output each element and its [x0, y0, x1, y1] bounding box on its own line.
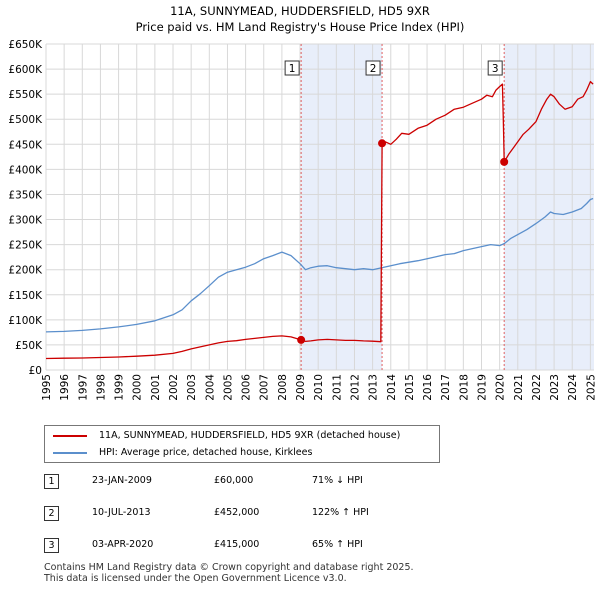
y-tick-label: £400K: [8, 164, 43, 176]
series-line: [45, 80, 594, 360]
x-tick-label: 1997: [77, 374, 89, 401]
y-axis-ticks: £0 £50K £100K £150K £200K £250K £300K £350K £400…: [8, 39, 43, 377]
x-tick-label: 2012: [349, 374, 361, 401]
x-tick-label: 2023: [549, 374, 561, 401]
legend-hpi-label: HPI: Average price, detached house, Kirk…: [99, 447, 313, 458]
sale-date: 03-APR-2020: [92, 539, 154, 550]
legend: 11A, SUNNYMEAD, HUDDERSFIELD, HD5 9XR (d…: [44, 425, 440, 463]
x-tick-label: 2014: [386, 374, 398, 401]
sale-price: £415,000: [214, 539, 260, 550]
sale-badge: 2: [44, 506, 59, 521]
table-row: 3 03-APR-2020 £415,000 65% ↑ HPI: [44, 534, 404, 558]
y-tick-label: £450K: [8, 139, 43, 151]
sale-point: [378, 139, 387, 148]
y-tick-label: £250K: [8, 240, 43, 252]
sale-badge-label: 1: [289, 63, 296, 75]
y-tick-label: £600K: [8, 64, 43, 76]
sale-badge-label: 3: [492, 63, 499, 75]
legend-property-swatch: [53, 435, 87, 437]
sale-date: 10-JUL-2013: [92, 507, 151, 518]
x-tick-label: 2025: [585, 374, 597, 401]
legend-property-label: 11A, SUNNYMEAD, HUDDERSFIELD, HD5 9XR (d…: [99, 430, 401, 441]
sale-badge-box: [365, 60, 381, 76]
sale-points: [297, 139, 509, 344]
x-tick-label: 2006: [241, 374, 253, 401]
chart-subtitle: Price paid vs. HM Land Registry's House …: [136, 20, 465, 34]
x-tick-label: 2007: [259, 374, 271, 401]
x-tick-label: 2017: [440, 374, 452, 401]
series-line: [45, 197, 594, 333]
x-tick-label: 1999: [114, 374, 126, 401]
y-tick-label: £550K: [8, 89, 43, 101]
y-tick-label: £300K: [8, 215, 43, 227]
x-tick-label: 2022: [531, 374, 543, 401]
legend-hpi-swatch: [53, 452, 87, 454]
chart-title: 11A, SUNNYMEAD, HUDDERSFIELD, HD5 9XR: [170, 4, 430, 18]
sale-price: £60,000: [214, 475, 254, 486]
sale-hpi-change: 71% ↓ HPI: [312, 475, 363, 486]
x-tick-label: 2001: [150, 374, 162, 401]
x-tick-label: 2003: [186, 374, 198, 401]
sale-badge: 3: [44, 538, 59, 553]
x-tick-label: 2015: [404, 374, 416, 401]
sale-badge-box: [284, 60, 300, 76]
footer: Contains HM Land Registry data © Crown c…: [44, 562, 414, 584]
sale-hpi-change: 122% ↑ HPI: [312, 507, 369, 518]
x-tick-label: 2008: [277, 374, 289, 401]
x-tick-label: 2002: [168, 374, 180, 401]
series-lines: [45, 80, 594, 360]
sale-badges: 1 2 3: [284, 60, 503, 76]
legend-property: 11A, SUNNYMEAD, HUDDERSFIELD, HD5 9XR (d…: [53, 428, 400, 444]
sale-price: £452,000: [214, 507, 260, 518]
sale-hpi-change: 65% ↑ HPI: [312, 539, 363, 550]
sale-date: 23-JAN-2009: [92, 475, 152, 486]
x-tick-label: 2019: [476, 374, 488, 401]
x-tick-label: 2018: [458, 374, 470, 401]
x-axis-ticks: 1995 1996 1997 1998 1999 2000 2001 2002 2003 2004…: [41, 374, 597, 401]
y-tick-label: £100K: [8, 315, 43, 327]
shaded-range: [301, 44, 383, 370]
x-tick-label: 2011: [331, 374, 343, 401]
x-tick-label: 2004: [204, 374, 216, 401]
sale-point: [297, 335, 306, 344]
x-tick-label: 1995: [41, 374, 53, 401]
shaded-ranges: [301, 44, 594, 370]
table-row: 2 10-JUL-2013 £452,000 122% ↑ HPI: [44, 502, 404, 526]
x-tick-label: 2000: [132, 374, 144, 401]
table-row: 1 23-JAN-2009 £60,000 71% ↓ HPI: [44, 470, 404, 494]
sale-badge-label: 2: [370, 63, 377, 75]
y-tick-label: £650K: [8, 39, 43, 51]
y-tick-label: £50K: [15, 340, 43, 352]
sale-badge-box: [487, 60, 503, 76]
y-tick-label: £200K: [8, 265, 43, 277]
x-tick-label: 2009: [295, 374, 307, 401]
x-tick-label: 2005: [222, 374, 234, 401]
footer-licence: This data is licensed under the Open Gov…: [44, 573, 347, 584]
x-tick-label: 2021: [513, 374, 525, 401]
y-tick-label: £350K: [8, 189, 43, 201]
sale-badge: 1: [44, 474, 59, 489]
y-tick-label: £500K: [8, 114, 43, 126]
footer-copyright: Contains HM Land Registry data © Crown c…: [44, 562, 414, 573]
x-tick-label: 2020: [495, 374, 507, 401]
y-tick-label: £0: [29, 365, 42, 377]
x-tick-label: 2010: [313, 374, 325, 401]
sale-point: [500, 157, 509, 166]
x-tick-label: 1996: [59, 374, 71, 401]
x-tick-label: 2016: [422, 374, 434, 401]
price-chart: 11A, SUNNYMEAD, HUDDERSFIELD, HD5 9XR Pr…: [8, 4, 597, 401]
legend-hpi: HPI: Average price, detached house, Kirk…: [53, 445, 312, 461]
x-tick-label: 2013: [368, 374, 380, 401]
x-tick-label: 2024: [567, 374, 579, 401]
x-tick-label: 1998: [95, 374, 107, 401]
y-tick-label: £150K: [8, 290, 43, 302]
